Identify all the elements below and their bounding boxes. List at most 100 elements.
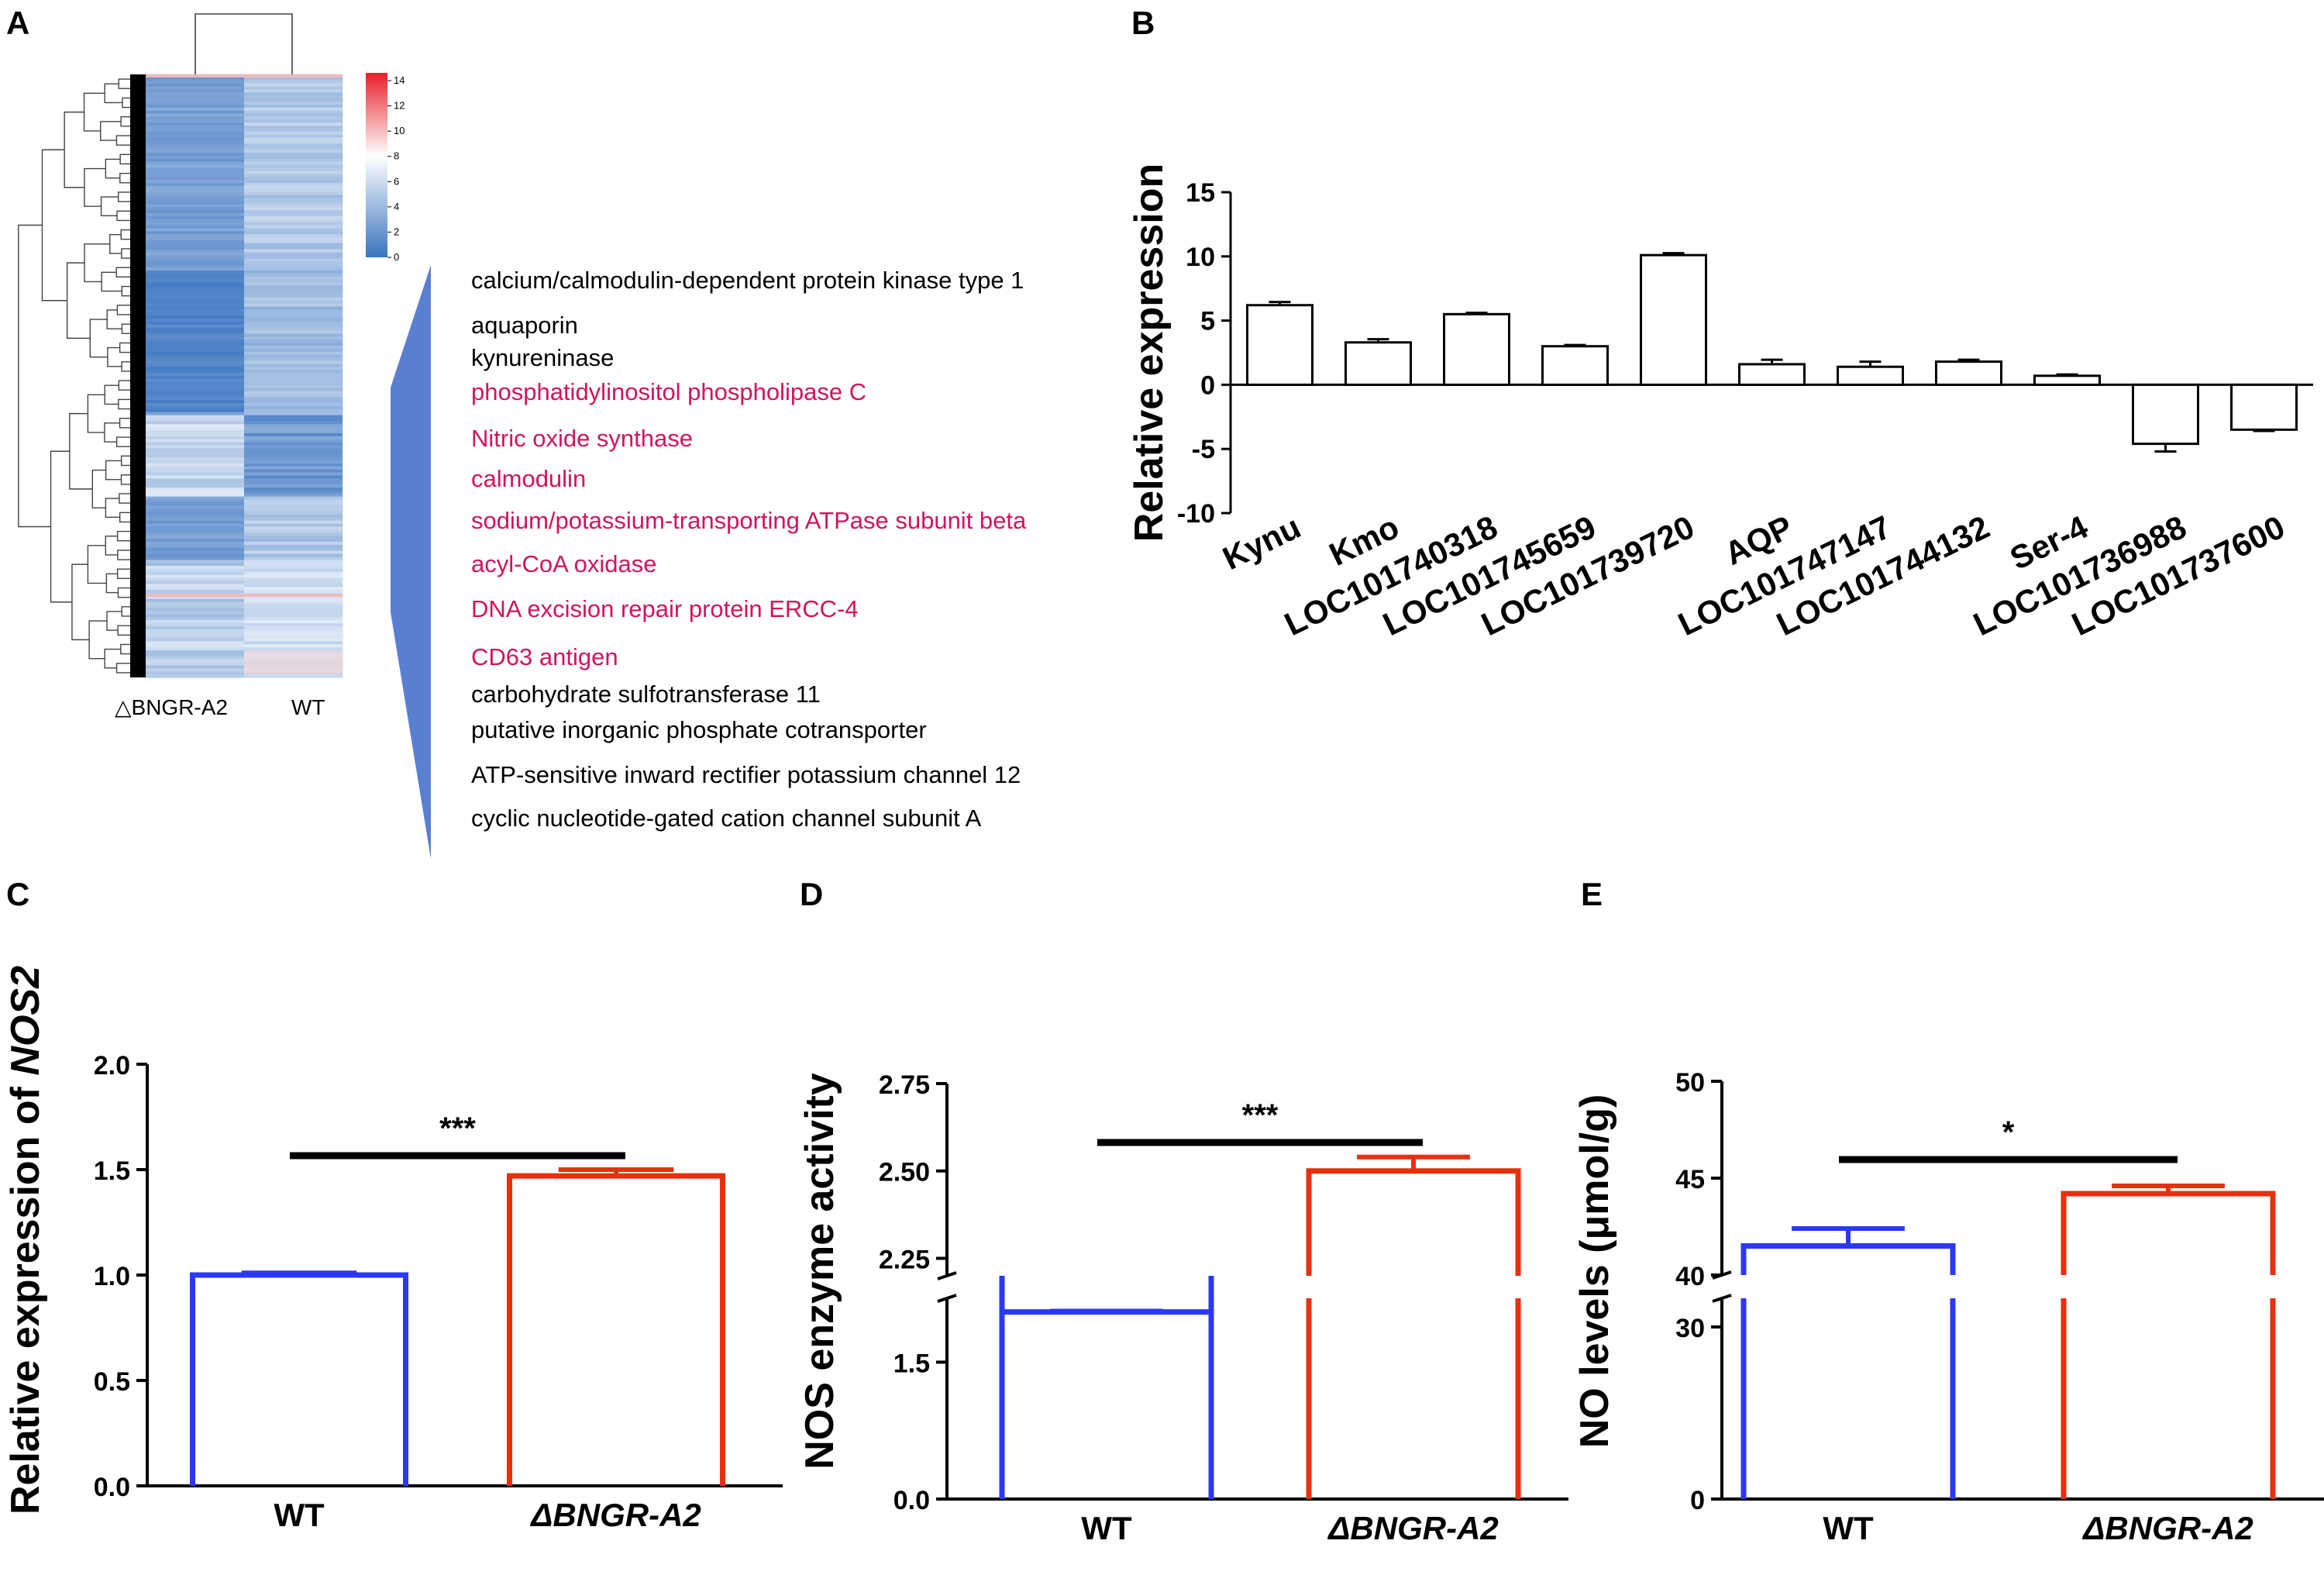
heatmap-cell bbox=[146, 421, 244, 425]
heatmap-cell bbox=[146, 629, 244, 633]
heatmap-cell bbox=[146, 212, 244, 217]
heatmap-cell bbox=[146, 74, 343, 78]
heatmap-cell bbox=[146, 312, 244, 316]
gene-label: Nitric oxide synthase bbox=[471, 425, 693, 452]
heatmap-cell bbox=[244, 499, 343, 503]
heatmap-cell bbox=[244, 291, 343, 295]
heatmap-cell bbox=[244, 574, 343, 579]
heatmap-cell bbox=[244, 644, 343, 648]
heatmap-cell bbox=[244, 300, 343, 305]
gene-label: calcium/calmodulin-dependent protein kin… bbox=[471, 267, 1024, 294]
heatmap-cell bbox=[146, 180, 244, 184]
heatmap-cell bbox=[146, 113, 244, 118]
dendrogram-branch bbox=[105, 460, 122, 481]
dendrogram-branch bbox=[104, 384, 119, 405]
heatmap-cell bbox=[146, 243, 244, 247]
heatmap-cell bbox=[146, 158, 244, 163]
heatmap-cell bbox=[244, 129, 343, 133]
panel-letter-c: C bbox=[6, 876, 29, 912]
heatmap-cell bbox=[146, 195, 244, 199]
heatmap-cell bbox=[146, 641, 244, 645]
y-tick-label: -5 bbox=[1192, 435, 1215, 464]
gene-list-bracket bbox=[391, 265, 431, 859]
heatmap-cell bbox=[244, 198, 343, 202]
heatmap-cell bbox=[244, 608, 343, 612]
heatmap-cell bbox=[146, 131, 244, 136]
heatmap-cell bbox=[146, 126, 244, 129]
dendrogram-branch bbox=[83, 92, 105, 132]
y-tick-label: 40 bbox=[1675, 1262, 1705, 1291]
heatmap-cell bbox=[146, 472, 244, 476]
gene-label: calmodulin bbox=[471, 465, 586, 492]
heatmap-cell bbox=[146, 270, 244, 274]
heatmap-cell bbox=[146, 536, 244, 539]
heatmap-cell bbox=[244, 351, 343, 356]
heatmap-cell bbox=[146, 164, 244, 169]
heatmap-cell bbox=[244, 568, 343, 573]
gene-label: putative inorganic phosphate cotransport… bbox=[471, 716, 927, 743]
heatmap-cell bbox=[244, 481, 343, 485]
heatmap-cell bbox=[244, 319, 343, 322]
heatmap-cell bbox=[146, 466, 244, 470]
heatmap-cell bbox=[146, 222, 244, 226]
heatmap-col-label-wt: WT bbox=[291, 695, 325, 719]
heatmap-cell bbox=[244, 234, 343, 238]
heatmap-cell bbox=[146, 348, 244, 353]
dendrogram-branch bbox=[66, 262, 91, 339]
bar bbox=[507, 1173, 725, 1486]
heatmap-cell bbox=[146, 496, 244, 501]
heatmap-cell bbox=[244, 336, 343, 340]
heatmap-cell bbox=[244, 225, 343, 229]
heatmap-cell bbox=[146, 86, 244, 91]
colorbar bbox=[366, 73, 387, 257]
dendrogram-branch bbox=[116, 305, 130, 315]
dendrogram-branch bbox=[121, 285, 130, 297]
heatmap-cell bbox=[244, 312, 343, 316]
dendrogram-branch bbox=[71, 563, 90, 641]
heatmap-cell bbox=[244, 143, 343, 147]
heatmap-cell bbox=[146, 595, 244, 600]
heatmap-cell bbox=[244, 231, 343, 235]
heatmap-cell bbox=[244, 408, 343, 413]
colorbar-tick-label: 10 bbox=[394, 125, 405, 136]
colorbar-tick-label: 8 bbox=[394, 150, 399, 162]
heatmap-cell bbox=[146, 201, 244, 205]
heatmap-cell bbox=[244, 185, 343, 190]
heatmap-row-tick-band bbox=[130, 74, 146, 677]
dendrogram-branch bbox=[109, 233, 122, 254]
heatmap-cell bbox=[146, 656, 244, 660]
heatmap-cell bbox=[244, 153, 343, 157]
heatmap-cell bbox=[146, 319, 244, 322]
heatmap-cell bbox=[244, 595, 343, 600]
heatmap-cell bbox=[244, 403, 343, 407]
heatmap-cell bbox=[146, 95, 244, 99]
heatmap-cell bbox=[146, 418, 244, 422]
bar bbox=[2230, 383, 2298, 431]
heatmap-cell bbox=[244, 367, 343, 370]
heatmap-cell bbox=[146, 611, 244, 615]
heatmap-cell bbox=[244, 306, 343, 311]
heatmap-cell bbox=[146, 514, 244, 519]
heatmap-cell bbox=[244, 373, 343, 377]
bar bbox=[2033, 374, 2101, 386]
heatmap-cell bbox=[244, 303, 343, 308]
dendrogram-branch bbox=[115, 663, 130, 674]
heatmap-cell bbox=[146, 394, 244, 398]
heatmap-cell bbox=[146, 378, 244, 383]
heatmap-cell bbox=[244, 424, 343, 428]
heatmap-cell bbox=[244, 421, 343, 425]
heatmap-cell bbox=[244, 484, 343, 488]
dendrogram-branch bbox=[105, 158, 121, 179]
chart-d: 0.0 1.5 2.25 2.50 2.75 WT ΔBNGR-A2 *** NOS enzym… bbox=[797, 1070, 1568, 1546]
heatmap-cell bbox=[146, 107, 244, 112]
heatmap-cell bbox=[146, 234, 244, 238]
heatmap-cell bbox=[146, 303, 244, 308]
dendrogram-branch bbox=[116, 568, 130, 580]
heatmap-cell bbox=[146, 445, 244, 449]
heatmap-cell bbox=[146, 622, 244, 627]
y-tick-label: 1.5 bbox=[893, 1349, 930, 1378]
heatmap-cell bbox=[244, 285, 343, 289]
heatmap-cell bbox=[244, 505, 343, 509]
heatmap-cell bbox=[146, 246, 244, 250]
